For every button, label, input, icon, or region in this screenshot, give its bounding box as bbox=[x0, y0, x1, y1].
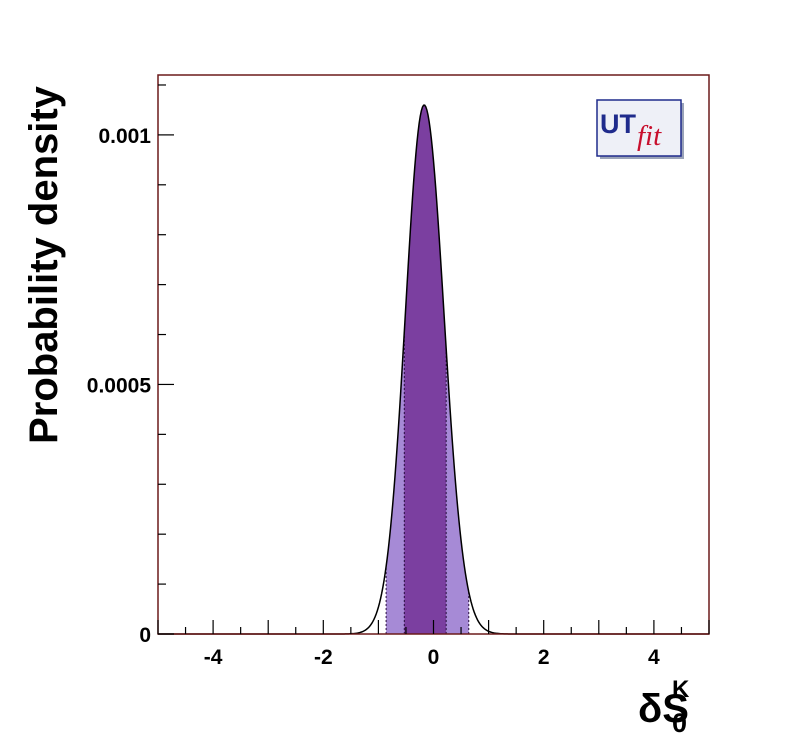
credible-interval-bands bbox=[385, 104, 470, 634]
logo-ut-text: UT bbox=[600, 109, 636, 139]
x-tick-label: 0 bbox=[428, 646, 440, 669]
y-axis-tick-labels: 0 0.0005 0.001 bbox=[87, 125, 152, 647]
x-tick-label: 4 bbox=[648, 646, 660, 669]
x-axis-label-main: δS bbox=[638, 687, 689, 731]
x-axis-label-sub: 0 bbox=[672, 708, 687, 738]
logo-fit-text: fit bbox=[637, 120, 662, 152]
x-axis-label: δS0 K bbox=[638, 676, 690, 738]
y-axis-ticks bbox=[158, 84, 174, 635]
y-tick-label: 0.001 bbox=[98, 125, 151, 148]
x-axis-ticks bbox=[157, 620, 710, 634]
y-tick-label: 0.0005 bbox=[87, 374, 152, 397]
y-tick-label: 0 bbox=[139, 624, 151, 647]
x-axis-label-sup: K bbox=[672, 676, 690, 703]
band-68-interval bbox=[404, 104, 447, 634]
x-axis-tick-labels: -4 -2 0 2 4 bbox=[204, 646, 660, 669]
y-axis-label: Probability density bbox=[22, 85, 66, 444]
logo-box bbox=[596, 99, 682, 157]
utfit-logo: UT fit bbox=[596, 99, 684, 159]
x-tick-label: -2 bbox=[314, 646, 333, 669]
x-tick-label: -4 bbox=[204, 646, 223, 669]
x-tick-label: 2 bbox=[538, 646, 550, 669]
